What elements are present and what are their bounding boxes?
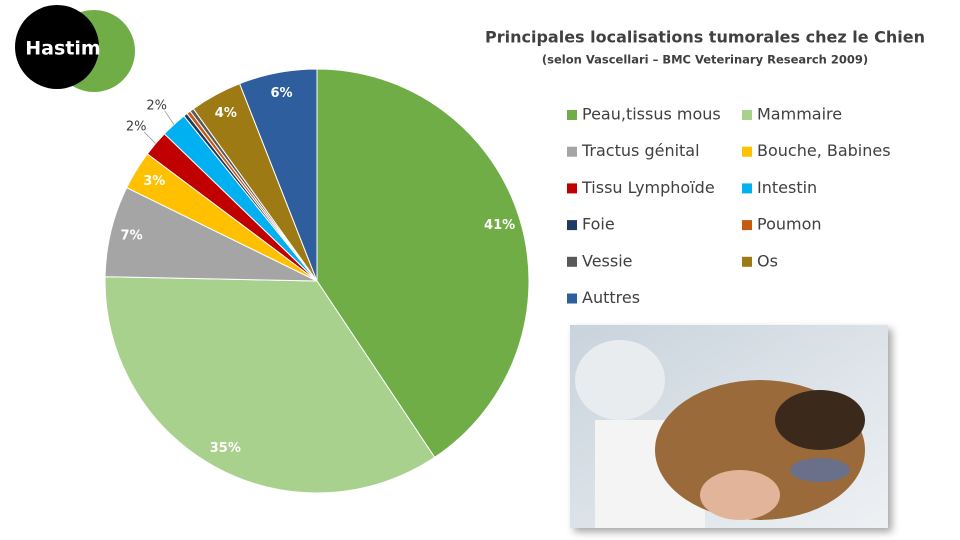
data-label: 7% (121, 228, 143, 243)
leader-line (143, 131, 156, 144)
legend-swatch (567, 146, 577, 157)
legend-swatch (567, 220, 577, 231)
leader-line (164, 110, 175, 125)
data-label: 35% (210, 441, 241, 456)
legend-swatch (567, 293, 577, 304)
pie-slice (238, 68, 318, 282)
data-label: 2% (126, 120, 147, 135)
legend-swatch (567, 110, 577, 120)
legend-label: Foie (582, 215, 615, 234)
legend-swatch (742, 110, 752, 120)
legend-swatch (567, 256, 577, 267)
legend-label: Intestin (757, 178, 817, 197)
legend-swatch (742, 220, 752, 231)
legend-swatch (742, 183, 752, 194)
logo: Hastim (15, 5, 135, 92)
data-label: 41% (484, 218, 515, 233)
legend-label: Tissu Lymphoïde (581, 178, 715, 197)
legend-swatch (742, 256, 752, 267)
legend-label: Os (757, 251, 778, 270)
legend-label: Poumon (757, 215, 822, 234)
legend-label: Bouche, Babines (757, 141, 891, 160)
chart-title: Principales localisations tumorales chez… (485, 28, 925, 47)
logo-text: Hastim (25, 38, 100, 60)
data-label: 6% (271, 86, 293, 101)
legend-label: Vessie (582, 251, 633, 270)
chart-subtitle: (selon Vascellari – BMC Veterinary Resea… (542, 53, 868, 67)
legend-swatch (567, 183, 577, 194)
legend-swatch (742, 146, 752, 157)
legend-label: Tractus génital (581, 141, 700, 160)
legend-label: Auttres (582, 288, 640, 307)
pie-slice (104, 276, 436, 494)
legend-label: Mammaire (757, 105, 842, 124)
legend-label: Peau,tissus mous (582, 105, 721, 124)
photo (570, 325, 888, 528)
data-label: 3% (143, 174, 165, 189)
data-label: 4% (215, 106, 237, 121)
data-label: 2% (146, 98, 167, 113)
